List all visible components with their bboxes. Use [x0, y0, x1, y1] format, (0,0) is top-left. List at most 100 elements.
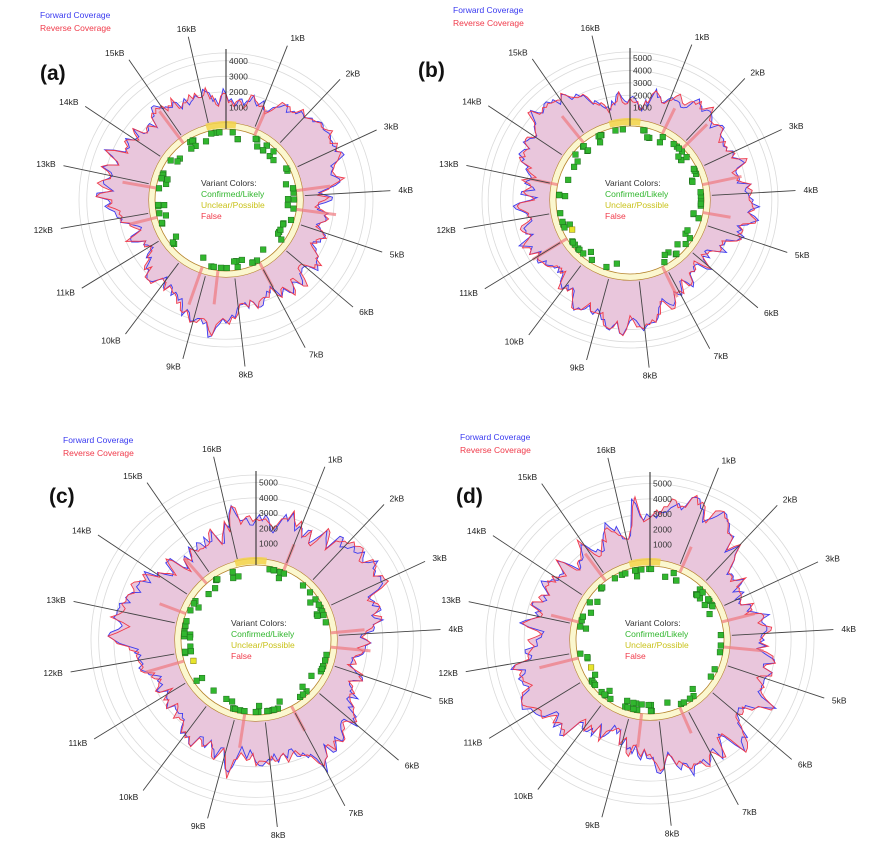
- panel-label: (d): [456, 485, 483, 508]
- confirmed-variant-marker: [633, 573, 641, 580]
- radial-tick-label: 5000: [633, 53, 652, 63]
- position-label: 10kB: [505, 336, 525, 346]
- variant-legend-unclear: Unclear/Possible: [605, 200, 669, 210]
- confirmed-variant-marker: [569, 239, 577, 246]
- confirmed-variant-marker: [630, 699, 637, 706]
- false-variant-mark: [636, 713, 644, 748]
- confirmed-variant-marker: [556, 192, 563, 199]
- confirmed-variant-marker: [612, 127, 619, 134]
- confirmed-variant-marker: [290, 205, 297, 212]
- confirmed-variant-marker: [280, 570, 287, 577]
- confirmed-variant-marker: [315, 601, 322, 608]
- confirmed-variant-marker: [580, 250, 587, 257]
- position-label: 15kB: [508, 47, 528, 57]
- confirmed-variant-marker: [174, 158, 181, 165]
- position-spoke: [319, 693, 399, 761]
- position-label: 13kB: [439, 159, 459, 169]
- variant-legend-unclear: Unclear/Possible: [231, 640, 295, 650]
- confirmed-variant-marker: [164, 176, 171, 183]
- false-variant-mark: [145, 659, 185, 674]
- false-variant-mark: [678, 707, 693, 734]
- position-label: 1kB: [328, 454, 343, 464]
- false-variant-mark: [296, 184, 331, 193]
- position-spoke: [234, 278, 246, 367]
- confirmed-variant-marker: [270, 567, 277, 574]
- confirmed-variant-marker: [307, 599, 314, 606]
- position-spoke: [688, 712, 739, 805]
- confirmed-variant-marker: [648, 565, 655, 573]
- false-variant-mark: [584, 552, 607, 582]
- position-spoke: [586, 279, 609, 361]
- panel-label: (c): [49, 485, 75, 508]
- confirmed-variant-marker: [640, 127, 647, 134]
- confirmed-variant-marker: [689, 685, 696, 693]
- reverse-coverage-line: [95, 86, 346, 337]
- position-label: 2kB: [750, 68, 765, 78]
- position-spoke: [331, 560, 426, 606]
- panel-b: 1000 2000 3000 4000 5000 1kB 2kB 3kB 4kB 5kB 6kB 7k…: [418, 5, 818, 381]
- position-label: 4kB: [841, 624, 856, 634]
- confirmed-variant-marker: [673, 250, 680, 257]
- position-label: 14kB: [462, 96, 482, 106]
- legend-forward: Forward Coverage: [453, 5, 524, 15]
- confirmed-variant-marker: [276, 698, 283, 705]
- variant-legend-title: Variant Colors:: [231, 618, 287, 628]
- position-spoke: [492, 535, 582, 595]
- confirmed-variant-marker: [562, 193, 569, 200]
- confirmed-variant-marker: [287, 216, 295, 224]
- variant-legend-false: False: [201, 211, 222, 221]
- confirmed-variant-marker: [695, 215, 702, 222]
- position-spoke: [537, 705, 602, 790]
- confirmed-variant-marker: [252, 708, 259, 716]
- confirmed-variant-marker: [320, 612, 327, 619]
- control-region-highlight: [608, 118, 641, 128]
- confirmed-variant-marker: [711, 666, 718, 673]
- false-variant-mark: [158, 110, 185, 145]
- legend-forward: Forward Coverage: [460, 432, 531, 442]
- confirmed-variant-marker: [200, 254, 207, 261]
- confirmed-variant-marker: [230, 575, 237, 582]
- position-spoke: [142, 706, 207, 791]
- confirmed-variant-marker: [322, 619, 329, 626]
- position-spoke: [207, 719, 235, 819]
- position-spoke: [286, 466, 326, 564]
- position-spoke: [638, 281, 650, 368]
- position-label: 7kB: [742, 807, 757, 817]
- position-label: 8kB: [665, 829, 680, 839]
- position-label: 13kB: [46, 595, 66, 605]
- confirmed-variant-marker: [594, 598, 601, 605]
- position-spoke: [465, 653, 570, 673]
- position-spoke: [60, 212, 149, 229]
- confirmed-variant-marker: [259, 147, 267, 154]
- position-label: 16kB: [202, 444, 222, 454]
- confirmed-variant-marker: [155, 185, 163, 192]
- false-variant-mark: [723, 645, 764, 653]
- confirmed-variant-marker: [158, 175, 165, 182]
- position-spoke: [286, 250, 354, 308]
- position-spoke: [724, 561, 819, 606]
- forward-coverage-line: [512, 87, 761, 336]
- confirmed-variant-marker: [284, 196, 292, 203]
- confirmed-variant-marker: [162, 212, 169, 219]
- confirmed-variant-marker: [613, 260, 620, 267]
- confirmed-variant-marker: [717, 632, 724, 639]
- confirmed-variant-marker: [189, 137, 196, 144]
- position-label: 2kB: [390, 494, 405, 504]
- confirmed-variant-marker: [638, 566, 645, 573]
- legend-reverse: Reverse Coverage: [453, 18, 524, 28]
- confirmed-variant-marker: [205, 590, 212, 598]
- confirmed-variant-marker: [599, 584, 606, 591]
- confirmed-variant-marker: [675, 145, 682, 152]
- confirmed-variant-marker: [699, 589, 706, 596]
- position-label: 11kB: [69, 738, 88, 748]
- panel-c: 1000 2000 3000 4000 5000 1kB 2kB 3kB 4kB 5kB 6kB 7k…: [43, 435, 463, 840]
- confirmed-variant-marker: [673, 577, 680, 584]
- reverse-coverage-line: [107, 505, 390, 779]
- position-spoke: [727, 665, 825, 699]
- position-spoke: [187, 36, 209, 124]
- confirmed-variant-marker: [210, 687, 217, 694]
- confirmed-variant-marker: [188, 145, 195, 152]
- reverse-coverage-line: [512, 494, 777, 772]
- position-label: 12kB: [34, 225, 54, 235]
- position-spoke: [213, 456, 238, 560]
